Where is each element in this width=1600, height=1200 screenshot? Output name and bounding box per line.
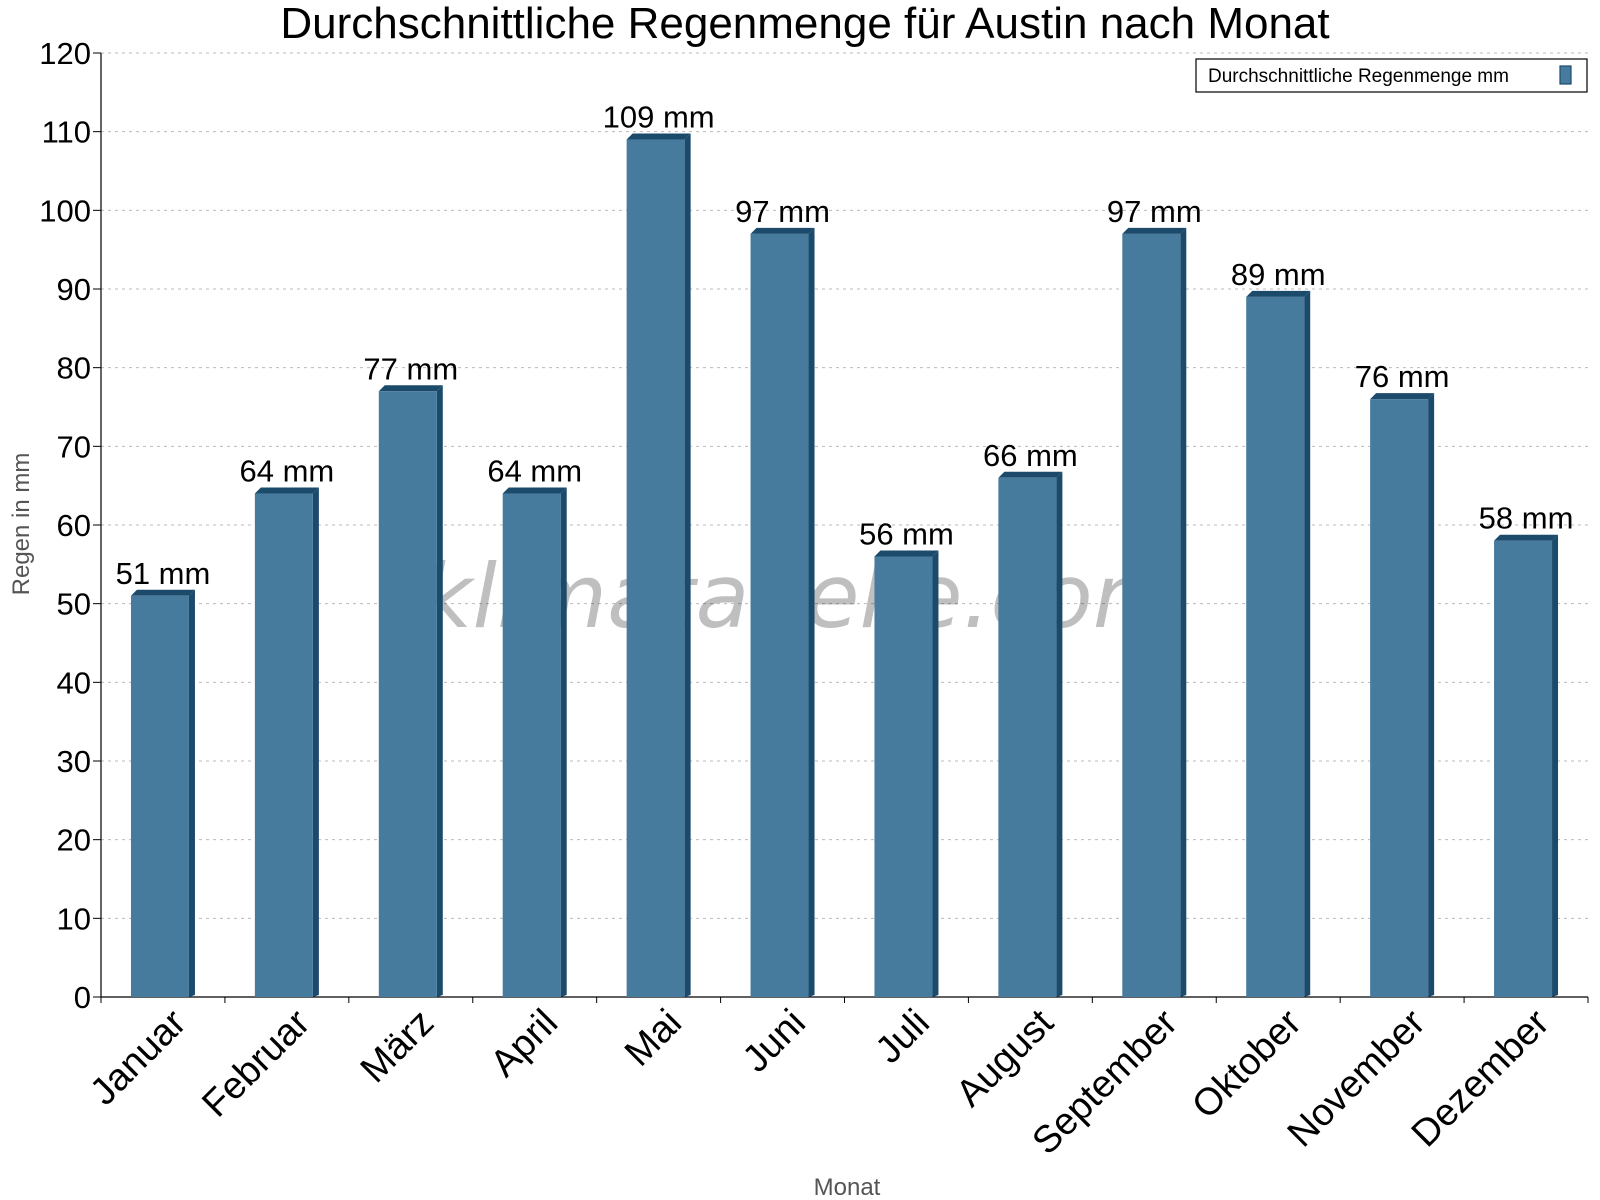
y-tick-label: 70 bbox=[57, 429, 91, 464]
bar-top bbox=[378, 385, 443, 392]
bar-side bbox=[1304, 290, 1311, 997]
y-tick-label: 0 bbox=[74, 980, 91, 1015]
bar-top bbox=[130, 589, 195, 596]
bar-top bbox=[874, 550, 939, 557]
bar-face bbox=[378, 391, 437, 997]
bar bbox=[1370, 393, 1435, 998]
x-tick-label: Februar bbox=[194, 1001, 318, 1125]
legend-swatch bbox=[1559, 65, 1572, 85]
bar bbox=[1246, 290, 1311, 997]
gridlines bbox=[101, 52, 1588, 919]
bar-face bbox=[1370, 399, 1429, 998]
data-label: 109 mm bbox=[603, 100, 715, 135]
y-tick-labels: 0 10 20 30 40 50 60 70 80 90 100 110 120 bbox=[39, 36, 91, 1015]
bar bbox=[1494, 534, 1559, 997]
bar-side bbox=[560, 487, 567, 997]
data-labels: 51 mm 64 mm 77 mm 64 mm 109 mm 97 mm 56 mm 66 m… bbox=[116, 100, 1574, 591]
bar-face bbox=[502, 493, 561, 997]
bar-top bbox=[502, 487, 567, 494]
bar-face bbox=[1494, 540, 1553, 997]
bar-side bbox=[1180, 227, 1187, 997]
bar-top bbox=[1494, 534, 1559, 541]
y-tick-label: 120 bbox=[39, 36, 91, 71]
y-axis-title: Regen in mm bbox=[8, 453, 35, 596]
bar-side bbox=[684, 133, 691, 998]
x-tick-label: Juli bbox=[868, 1002, 938, 1072]
y-tick-label: 20 bbox=[57, 823, 91, 858]
bar-top bbox=[750, 227, 815, 234]
x-tick-label: Oktober bbox=[1184, 1001, 1310, 1127]
data-label: 97 mm bbox=[735, 194, 830, 229]
bar bbox=[378, 385, 443, 997]
legend: Durchschnittliche Regenmenge mm bbox=[1195, 58, 1588, 93]
data-label: 66 mm bbox=[983, 438, 1078, 473]
bar-face bbox=[130, 595, 189, 997]
bar-side bbox=[1056, 471, 1063, 997]
bar-top bbox=[998, 471, 1063, 478]
y-tick-label: 10 bbox=[57, 901, 91, 936]
bar-face bbox=[1246, 296, 1305, 997]
y-tick-label: 110 bbox=[42, 115, 91, 150]
x-tick-labels: Januar Februar März April Mai Juni Juli AugustS… bbox=[82, 1001, 1557, 1162]
bar-side bbox=[312, 487, 319, 997]
y-tick-label: 80 bbox=[57, 351, 91, 386]
bar-face bbox=[874, 556, 933, 997]
bar-top bbox=[1122, 227, 1187, 234]
y-tick-label: 30 bbox=[57, 744, 91, 779]
x-tick-label: Dezember bbox=[1404, 1001, 1558, 1155]
data-label: 64 mm bbox=[240, 454, 335, 489]
bar-face bbox=[1122, 233, 1181, 997]
bar-side bbox=[436, 385, 443, 997]
data-label: 58 mm bbox=[1479, 501, 1574, 536]
y-tick-label: 90 bbox=[57, 272, 91, 307]
y-tick-label: 100 bbox=[39, 193, 91, 228]
data-label: 51 mm bbox=[116, 556, 211, 591]
bar bbox=[998, 471, 1063, 997]
bar-face bbox=[998, 477, 1057, 997]
bar-top bbox=[1246, 290, 1311, 297]
data-label: 89 mm bbox=[1231, 257, 1326, 292]
bar-top bbox=[1370, 393, 1435, 400]
x-tick-label: August bbox=[948, 1001, 1062, 1115]
x-tick-label: April bbox=[483, 1002, 566, 1085]
data-label: 76 mm bbox=[1355, 359, 1450, 394]
bar-side bbox=[1552, 534, 1559, 997]
bar bbox=[130, 589, 195, 997]
x-tick-label: Mai bbox=[617, 1002, 690, 1075]
bar bbox=[750, 227, 815, 997]
y-tick-label: 50 bbox=[57, 587, 91, 622]
chart-title: Durchschnittliche Regenmenge für Austin … bbox=[280, 0, 1329, 48]
bar bbox=[626, 133, 691, 998]
x-axis-title: Monat bbox=[814, 1174, 881, 1200]
bar-side bbox=[932, 550, 939, 997]
bar bbox=[1122, 227, 1187, 997]
bar bbox=[502, 487, 567, 997]
bar bbox=[254, 487, 319, 997]
data-label: 77 mm bbox=[363, 351, 458, 386]
bar-face bbox=[626, 139, 685, 998]
y-tick-label: 60 bbox=[57, 508, 91, 543]
axes bbox=[93, 52, 1589, 1003]
x-tick-label: Januar bbox=[82, 1001, 194, 1113]
bar-side bbox=[808, 227, 815, 997]
x-tick-label: März bbox=[353, 1002, 442, 1091]
bar-face bbox=[750, 233, 809, 997]
data-label: 97 mm bbox=[1107, 194, 1202, 229]
bar-top bbox=[254, 487, 319, 494]
bars bbox=[130, 133, 1559, 998]
data-label: 56 mm bbox=[859, 516, 954, 551]
y-tick-label: 40 bbox=[57, 665, 91, 700]
data-label: 64 mm bbox=[487, 454, 582, 489]
legend-box bbox=[1195, 58, 1588, 93]
bar-face bbox=[254, 493, 313, 997]
bar-side bbox=[1428, 393, 1435, 998]
x-tick-label: Juni bbox=[735, 1002, 814, 1081]
bar-top bbox=[626, 133, 691, 140]
bar-side bbox=[188, 589, 195, 997]
bar bbox=[874, 550, 939, 997]
legend-label: Durchschnittliche Regenmenge mm bbox=[1208, 66, 1509, 87]
